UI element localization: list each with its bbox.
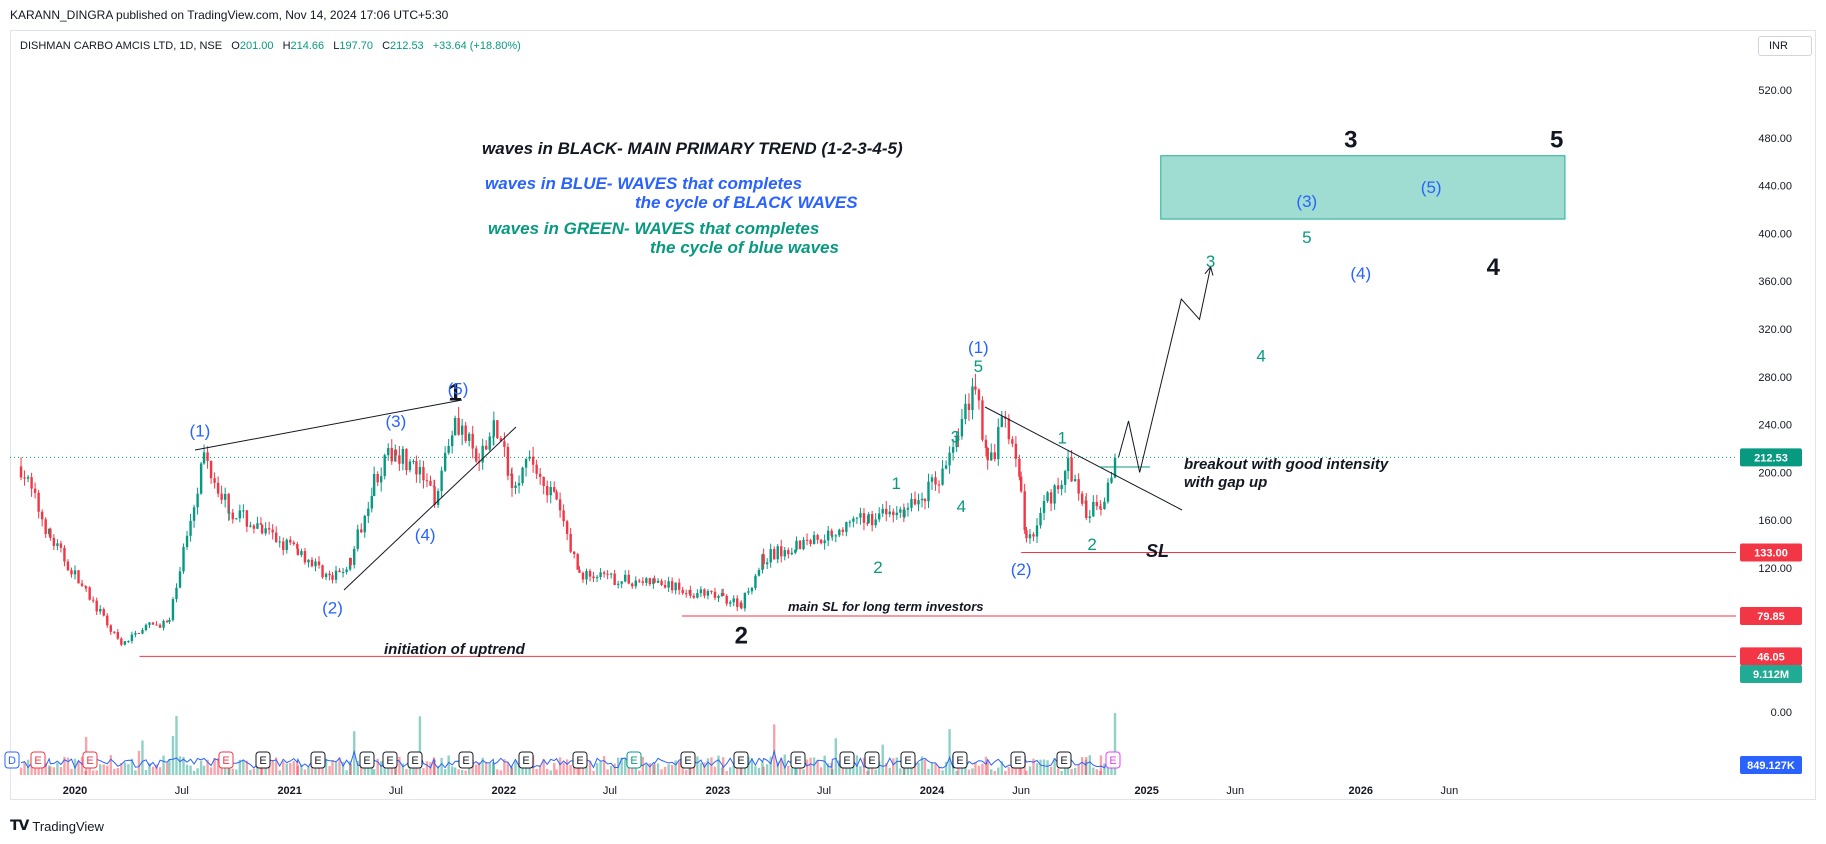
chart-frame[interactable] [10, 30, 1816, 800]
symbol-name: DISHMAN CARBO AMCIS LTD, 1D, NSE [20, 40, 223, 52]
close-value: 212.53 [390, 40, 424, 52]
brand-name: TradingView [32, 818, 104, 834]
high-value: 214.66 [290, 40, 325, 52]
ohlc-legend: DISHMAN CARBO AMCIS LTD, 1D, NSE O201.00… [20, 40, 527, 52]
high-label: H [282, 40, 291, 52]
currency-button[interactable]: INR [1758, 36, 1812, 56]
close-label: C [382, 40, 391, 52]
change-value: +33.64 (+18.80%) [432, 40, 521, 52]
open-value: 201.00 [239, 40, 274, 52]
low-value: 197.70 [339, 40, 374, 52]
open-label: O [231, 40, 240, 52]
publisher-info: KARANN_DINGRA published on TradingView.c… [10, 8, 449, 22]
low-label: L [333, 40, 340, 52]
tradingview-logo-icon: TV [10, 818, 29, 834]
tradingview-brand: TV TradingView [10, 818, 104, 834]
